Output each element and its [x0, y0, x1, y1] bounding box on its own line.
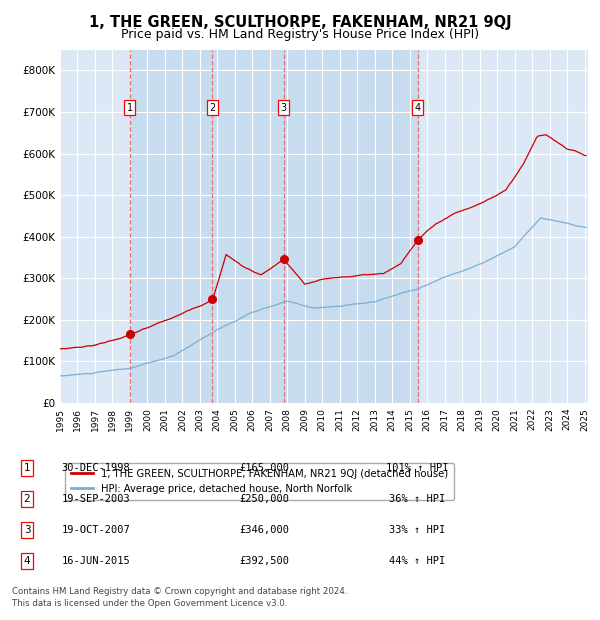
Text: 4: 4: [415, 103, 421, 113]
Bar: [284, 50, 418, 403]
Legend: 1, THE GREEN, SCULTHORPE, FAKENHAM, NR21 9QJ (detached house), HPI: Average pric: 1, THE GREEN, SCULTHORPE, FAKENHAM, NR21…: [65, 463, 454, 500]
Text: £165,000: £165,000: [239, 463, 289, 473]
Text: 3: 3: [281, 103, 287, 113]
Text: £346,000: £346,000: [239, 525, 289, 535]
Bar: [212, 50, 284, 403]
Bar: [130, 50, 212, 403]
Text: 36% ↑ HPI: 36% ↑ HPI: [389, 494, 445, 504]
Text: 3: 3: [23, 525, 31, 535]
Text: 101% ↑ HPI: 101% ↑ HPI: [386, 463, 448, 473]
Text: 19-SEP-2003: 19-SEP-2003: [62, 494, 130, 504]
Text: 19-OCT-2007: 19-OCT-2007: [62, 525, 130, 535]
Text: Contains HM Land Registry data © Crown copyright and database right 2024.: Contains HM Land Registry data © Crown c…: [12, 587, 347, 596]
Text: 4: 4: [23, 556, 31, 566]
Text: 30-DEC-1998: 30-DEC-1998: [62, 463, 130, 473]
Text: 16-JUN-2015: 16-JUN-2015: [62, 556, 130, 566]
Text: 1: 1: [23, 463, 31, 473]
Text: 1, THE GREEN, SCULTHORPE, FAKENHAM, NR21 9QJ: 1, THE GREEN, SCULTHORPE, FAKENHAM, NR21…: [89, 16, 511, 30]
Text: 2: 2: [209, 103, 215, 113]
Text: 1: 1: [127, 103, 133, 113]
Text: 44% ↑ HPI: 44% ↑ HPI: [389, 556, 445, 566]
Text: Price paid vs. HM Land Registry's House Price Index (HPI): Price paid vs. HM Land Registry's House …: [121, 28, 479, 41]
Text: 33% ↑ HPI: 33% ↑ HPI: [389, 525, 445, 535]
Text: 2: 2: [23, 494, 31, 504]
Text: £250,000: £250,000: [239, 494, 289, 504]
Text: This data is licensed under the Open Government Licence v3.0.: This data is licensed under the Open Gov…: [12, 598, 287, 608]
Text: £392,500: £392,500: [239, 556, 289, 566]
